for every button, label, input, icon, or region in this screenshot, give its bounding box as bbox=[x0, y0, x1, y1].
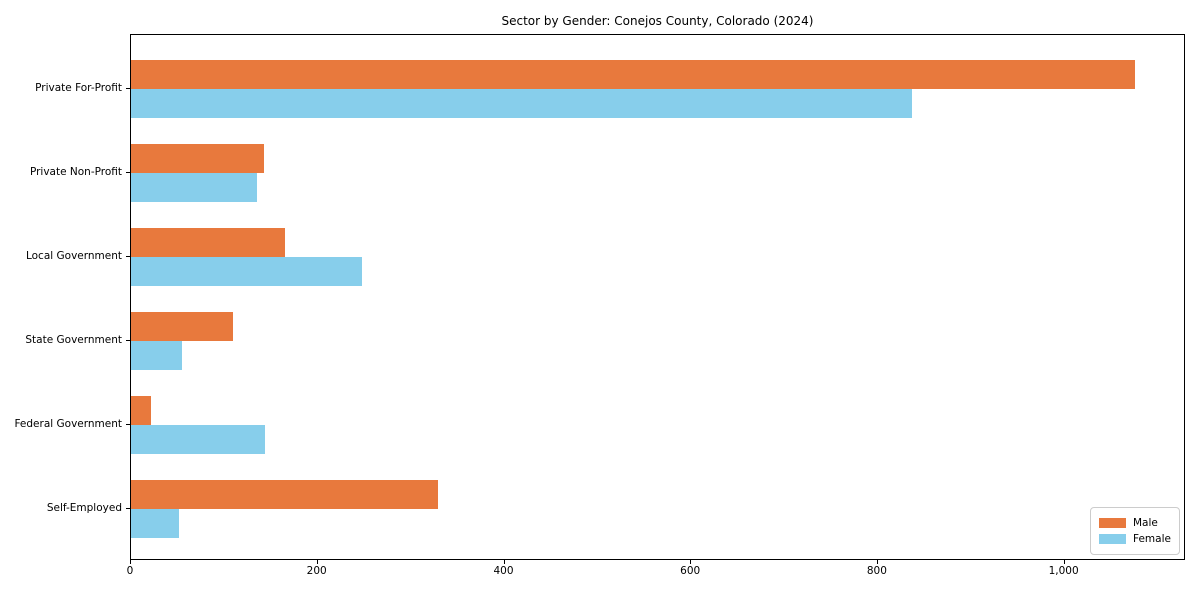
x-tick-label-200: 200 bbox=[306, 565, 327, 577]
x-tick-mark bbox=[130, 560, 131, 564]
legend-label-male: Male bbox=[1133, 517, 1158, 529]
legend: Male Female bbox=[1090, 507, 1180, 555]
x-tick-label-400: 400 bbox=[493, 565, 514, 577]
bar-female-self-employed bbox=[131, 509, 179, 538]
bar-male-federal-government bbox=[131, 396, 151, 425]
bar-male-self-employed bbox=[131, 480, 439, 509]
y-tick-mark bbox=[126, 256, 130, 257]
y-tick-mark bbox=[126, 88, 130, 89]
y-tick-mark bbox=[126, 340, 130, 341]
bar-female-state-government bbox=[131, 341, 183, 370]
bar-male-private-for-profit bbox=[131, 60, 1135, 89]
y-tick-label-private-for-profit: Private For-Profit bbox=[35, 82, 122, 94]
legend-label-female: Female bbox=[1133, 533, 1171, 545]
x-tick-label-1000: 1,000 bbox=[1048, 565, 1079, 577]
x-tick-label-0: 0 bbox=[126, 565, 134, 577]
bar-male-state-government bbox=[131, 312, 233, 341]
y-tick-label-federal-government: Federal Government bbox=[14, 418, 122, 430]
x-tick-mark bbox=[876, 560, 878, 564]
legend-swatch-male bbox=[1099, 518, 1126, 528]
bar-female-private-for-profit bbox=[131, 89, 913, 118]
legend-entry-male: Male bbox=[1099, 515, 1171, 531]
bar-female-private-non-profit bbox=[131, 173, 257, 202]
y-tick-mark bbox=[126, 424, 130, 425]
y-tick-label-local-government: Local Government bbox=[25, 250, 122, 262]
chart-title: Sector by Gender: Conejos County, Colora… bbox=[501, 14, 814, 28]
x-tick-mark bbox=[316, 560, 318, 564]
y-tick-mark bbox=[126, 172, 130, 173]
y-tick-mark bbox=[126, 508, 130, 509]
bar-female-local-government bbox=[131, 257, 362, 286]
y-tick-label-self-employed: Self-Employed bbox=[46, 502, 122, 514]
y-tick-label-state-government: State Government bbox=[25, 334, 122, 346]
x-tick-mark bbox=[503, 560, 505, 564]
plot-area bbox=[130, 34, 1185, 560]
x-tick-label-800: 800 bbox=[866, 565, 887, 577]
x-tick-mark bbox=[690, 560, 692, 564]
legend-entry-female: Female bbox=[1099, 531, 1171, 547]
bar-female-federal-government bbox=[131, 425, 265, 454]
bar-male-local-government bbox=[131, 228, 285, 257]
bar-male-private-non-profit bbox=[131, 144, 264, 173]
legend-swatch-female bbox=[1099, 534, 1126, 544]
x-tick-mark bbox=[1063, 560, 1065, 564]
y-tick-label-private-non-profit: Private Non-Profit bbox=[29, 166, 122, 178]
x-tick-label-600: 600 bbox=[680, 565, 701, 577]
